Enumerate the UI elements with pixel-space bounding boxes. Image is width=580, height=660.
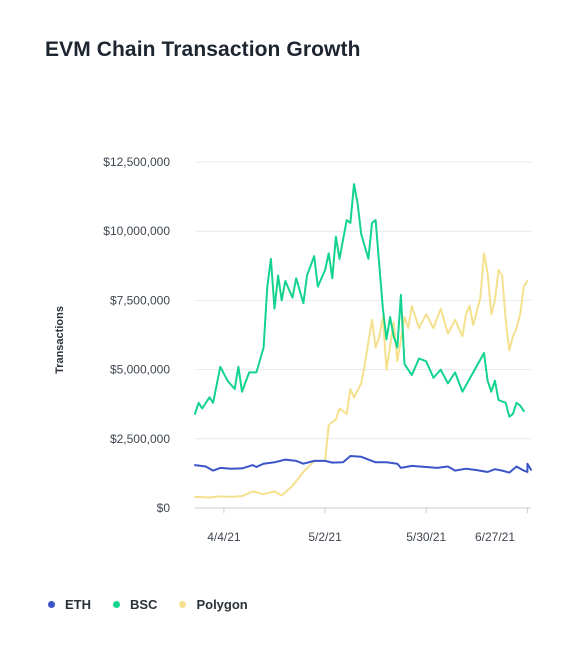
legend-item-eth[interactable]: ETH xyxy=(48,597,91,612)
x-tick-label: 4/4/21 xyxy=(207,530,241,544)
x-tick-label: 6/27/21 xyxy=(475,530,515,544)
x-tick-label: 5/30/21 xyxy=(406,530,446,544)
series-line-polygon xyxy=(194,252,529,499)
y-axis-title: Transactions xyxy=(54,306,66,374)
y-tick-label: $7,500,000 xyxy=(110,293,170,307)
series-line-eth xyxy=(194,455,532,474)
y-tick-label: $5,000,000 xyxy=(110,363,170,377)
series-line-bsc xyxy=(194,183,525,418)
legend-label-bsc: BSC xyxy=(130,597,158,612)
legend-swatch-eth xyxy=(48,601,55,608)
chart-title: EVM Chain Transaction Growth xyxy=(45,38,361,61)
y-tick-label: $0 xyxy=(157,501,171,515)
legend-item-polygon[interactable]: Polygon xyxy=(179,597,248,612)
legend-label-eth: ETH xyxy=(65,597,91,612)
y-tick-label: $2,500,000 xyxy=(110,432,170,446)
x-tick-label: 5/2/21 xyxy=(308,530,342,544)
legend-item-bsc[interactable]: BSC xyxy=(113,597,157,612)
legend-swatch-polygon xyxy=(179,601,187,608)
y-tick-label: $12,500,000 xyxy=(103,155,170,169)
y-tick-label: $10,000,000 xyxy=(103,224,170,238)
chart-legend: ETH BSC Polygon xyxy=(48,597,248,612)
legend-label-polygon: Polygon xyxy=(196,597,248,612)
legend-swatch-bsc xyxy=(113,601,120,608)
